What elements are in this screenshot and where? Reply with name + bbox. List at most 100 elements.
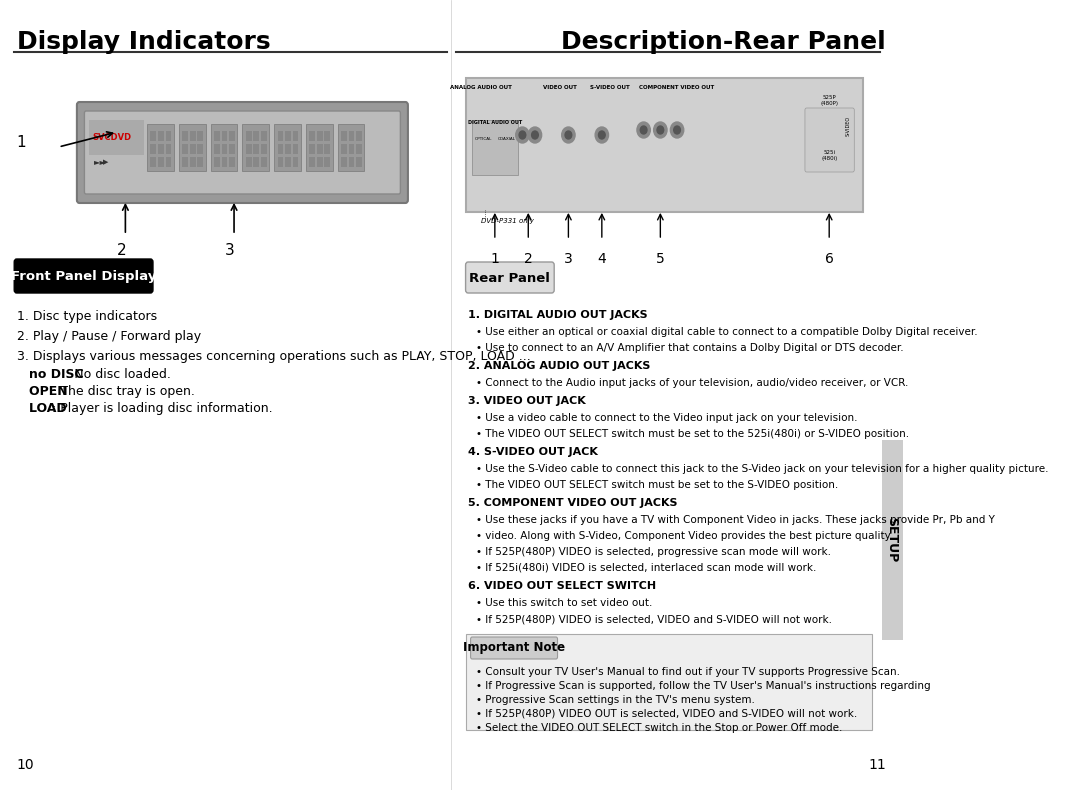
Bar: [293, 131, 298, 141]
Text: SETUP: SETUP: [886, 517, 899, 562]
Text: OPTICAL: OPTICAL: [474, 137, 491, 141]
Text: • Use these jacks if you have a TV with Component Video in jacks. These jacks pr: • Use these jacks if you have a TV with …: [476, 515, 996, 525]
FancyBboxPatch shape: [274, 124, 301, 171]
Text: • The VIDEO OUT SELECT switch must be set to the S-VIDEO position.: • The VIDEO OUT SELECT switch must be se…: [476, 480, 839, 490]
Circle shape: [531, 131, 538, 139]
Bar: [349, 131, 354, 141]
Circle shape: [657, 126, 664, 134]
Text: Important Note: Important Note: [463, 641, 565, 654]
Bar: [150, 144, 157, 154]
Text: no DISC: no DISC: [29, 368, 89, 381]
Bar: [229, 131, 234, 141]
Text: SVCDVD: SVCDVD: [93, 133, 132, 141]
FancyBboxPatch shape: [882, 440, 903, 640]
Bar: [150, 131, 157, 141]
Text: 1: 1: [16, 134, 26, 149]
FancyBboxPatch shape: [147, 124, 174, 171]
Bar: [214, 131, 220, 141]
FancyBboxPatch shape: [306, 124, 333, 171]
Text: 2: 2: [524, 252, 532, 266]
Bar: [190, 144, 195, 154]
Bar: [198, 131, 203, 141]
Bar: [190, 131, 195, 141]
Bar: [165, 144, 172, 154]
Text: 3: 3: [225, 243, 234, 258]
Bar: [214, 157, 220, 167]
Bar: [229, 157, 234, 167]
Text: 2: 2: [117, 243, 126, 258]
Bar: [260, 157, 267, 167]
Text: • Use to connect to an A/V Amplifier that contains a Dolby Digital or DTS decode: • Use to connect to an A/V Amplifier tha…: [476, 343, 904, 353]
Text: 4. S-VIDEO OUT JACK: 4. S-VIDEO OUT JACK: [468, 447, 598, 457]
Text: • Use a video cable to connect to the Video input jack on your television.: • Use a video cable to connect to the Vi…: [476, 413, 858, 423]
Text: 1. DIGITAL AUDIO OUT JACKS: 1. DIGITAL AUDIO OUT JACKS: [468, 310, 648, 320]
FancyBboxPatch shape: [467, 78, 863, 212]
Text: Display Indicators: Display Indicators: [16, 30, 270, 54]
Text: • If 525P(480P) VIDEO is selected, VIDEO and S-VIDEO will not work.: • If 525P(480P) VIDEO is selected, VIDEO…: [476, 614, 833, 624]
Text: • Use this switch to set video out.: • Use this switch to set video out.: [476, 598, 652, 608]
Text: 2. ANALOG AUDIO OUT JACKS: 2. ANALOG AUDIO OUT JACKS: [468, 361, 650, 371]
FancyBboxPatch shape: [77, 102, 408, 203]
Circle shape: [565, 131, 571, 139]
Circle shape: [598, 131, 605, 139]
FancyBboxPatch shape: [471, 637, 557, 659]
Circle shape: [674, 126, 680, 134]
Bar: [324, 131, 330, 141]
Bar: [229, 144, 234, 154]
Bar: [309, 144, 315, 154]
Text: : No disc loaded.: : No disc loaded.: [66, 368, 171, 381]
Text: 3. VIDEO OUT JACK: 3. VIDEO OUT JACK: [468, 396, 585, 406]
Text: • If 525i(480i) VIDEO is selected, interlaced scan mode will work.: • If 525i(480i) VIDEO is selected, inter…: [476, 563, 816, 573]
Circle shape: [562, 127, 575, 143]
Text: • video. Along with S-Video, Component Video provides the best picture quality.: • video. Along with S-Video, Component V…: [476, 531, 893, 541]
Text: • If 525P(480P) VIDEO is selected, progressive scan mode will work.: • If 525P(480P) VIDEO is selected, progr…: [476, 547, 832, 557]
Bar: [341, 144, 347, 154]
Circle shape: [516, 127, 529, 143]
Text: : The disc tray is open.: : The disc tray is open.: [52, 385, 195, 398]
Bar: [183, 131, 188, 141]
Text: 4: 4: [597, 252, 606, 266]
Text: 10: 10: [16, 758, 35, 772]
Bar: [158, 157, 164, 167]
Circle shape: [528, 127, 542, 143]
Circle shape: [637, 122, 650, 138]
Text: OPEN: OPEN: [29, 385, 72, 398]
Bar: [158, 131, 164, 141]
FancyBboxPatch shape: [242, 124, 269, 171]
Text: 11: 11: [868, 758, 886, 772]
Bar: [165, 157, 172, 167]
Text: • Select the VIDEO OUT SELECT switch in the Stop or Power Off mode.: • Select the VIDEO OUT SELECT switch in …: [476, 723, 842, 733]
Bar: [278, 157, 283, 167]
Bar: [158, 144, 164, 154]
Bar: [278, 131, 283, 141]
Text: • The VIDEO OUT SELECT switch must be set to the 525i(480i) or S-VIDEO position.: • The VIDEO OUT SELECT switch must be se…: [476, 429, 909, 439]
Text: 3: 3: [564, 252, 572, 266]
Bar: [356, 157, 362, 167]
Text: 525P
(480P): 525P (480P): [820, 95, 838, 106]
Bar: [183, 144, 188, 154]
Text: 2. Play / Pause / Forward play: 2. Play / Pause / Forward play: [16, 330, 201, 343]
Text: Rear Panel: Rear Panel: [470, 272, 551, 284]
Text: • Use either an optical or coaxial digital cable to connect to a compatible Dolb: • Use either an optical or coaxial digit…: [476, 327, 978, 337]
Bar: [285, 157, 291, 167]
Text: S-VIDEO: S-VIDEO: [846, 116, 851, 136]
Bar: [341, 131, 347, 141]
Circle shape: [653, 122, 667, 138]
Text: • Use the S-Video cable to connect this jack to the S-Video jack on your televis: • Use the S-Video cable to connect this …: [476, 464, 1049, 474]
Bar: [221, 144, 228, 154]
Bar: [324, 144, 330, 154]
Text: ▶: ▶: [103, 159, 108, 165]
Bar: [316, 144, 323, 154]
FancyBboxPatch shape: [465, 634, 872, 730]
Text: 525i
(480i): 525i (480i): [821, 150, 837, 161]
Bar: [260, 144, 267, 154]
Text: 3. Displays various messages concerning operations such as PLAY, STOP, LOAD ...: 3. Displays various messages concerning …: [16, 350, 530, 363]
Bar: [349, 157, 354, 167]
Text: S-VIDEO OUT: S-VIDEO OUT: [591, 85, 630, 90]
Bar: [150, 157, 157, 167]
Text: 5: 5: [656, 252, 664, 266]
Bar: [324, 157, 330, 167]
Text: COAXIAL: COAXIAL: [498, 137, 515, 141]
Bar: [285, 144, 291, 154]
Bar: [316, 131, 323, 141]
